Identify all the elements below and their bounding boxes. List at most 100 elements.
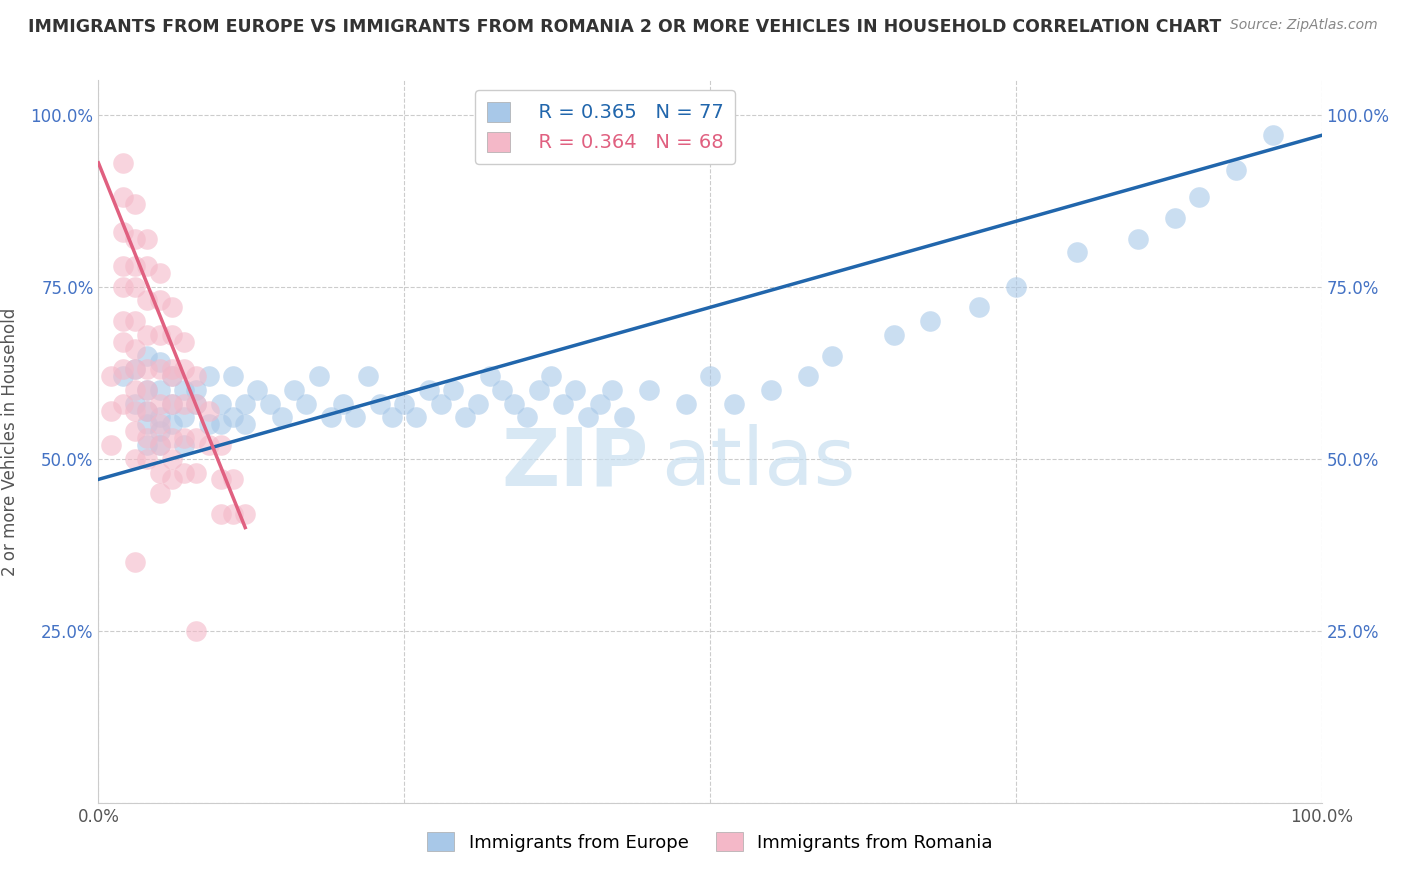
- Point: [209, 507, 232, 521]
- Point: [160, 369, 183, 384]
- Point: [1066, 245, 1088, 260]
- Point: [124, 362, 146, 376]
- Point: [186, 369, 208, 384]
- Point: [111, 334, 134, 349]
- Point: [160, 301, 183, 315]
- Point: [136, 383, 159, 397]
- Point: [111, 362, 134, 376]
- Point: [1004, 279, 1026, 293]
- Point: [209, 397, 232, 411]
- Text: IMMIGRANTS FROM EUROPE VS IMMIGRANTS FROM ROMANIA 2 OR MORE VEHICLES IN HOUSEHOL: IMMIGRANTS FROM EUROPE VS IMMIGRANTS FRO…: [28, 18, 1222, 36]
- Point: [368, 397, 391, 411]
- Point: [173, 334, 195, 349]
- Point: [111, 190, 134, 204]
- Point: [149, 362, 172, 376]
- Point: [124, 424, 146, 438]
- Point: [160, 362, 183, 376]
- Point: [186, 383, 208, 397]
- Y-axis label: 2 or more Vehicles in Household: 2 or more Vehicles in Household: [1, 308, 20, 575]
- Point: [160, 397, 183, 411]
- Point: [149, 438, 172, 452]
- Point: [136, 349, 159, 363]
- Point: [160, 451, 183, 466]
- Point: [149, 438, 172, 452]
- Point: [405, 410, 427, 425]
- Point: [503, 397, 526, 411]
- Point: [111, 259, 134, 273]
- Point: [467, 397, 489, 411]
- Point: [149, 266, 172, 280]
- Point: [186, 397, 208, 411]
- Point: [527, 383, 550, 397]
- Point: [637, 383, 661, 397]
- Point: [111, 156, 134, 170]
- Point: [160, 472, 183, 486]
- Point: [699, 369, 721, 384]
- Point: [392, 397, 416, 411]
- Point: [186, 397, 208, 411]
- Point: [1225, 162, 1247, 177]
- Point: [160, 327, 183, 342]
- Point: [124, 555, 146, 569]
- Point: [381, 410, 404, 425]
- Point: [124, 362, 146, 376]
- Point: [233, 417, 256, 432]
- Point: [553, 397, 575, 411]
- Point: [160, 417, 183, 432]
- Point: [259, 397, 281, 411]
- Point: [124, 451, 146, 466]
- Point: [222, 369, 245, 384]
- Point: [124, 259, 146, 273]
- Point: [197, 417, 219, 432]
- Point: [233, 397, 256, 411]
- Point: [613, 410, 636, 425]
- Point: [111, 225, 134, 239]
- Point: [418, 383, 440, 397]
- Point: [576, 410, 599, 425]
- Point: [295, 397, 318, 411]
- Point: [967, 301, 990, 315]
- Point: [136, 327, 159, 342]
- Point: [149, 355, 172, 369]
- Point: [761, 383, 783, 397]
- Point: [344, 410, 367, 425]
- Point: [173, 431, 195, 445]
- Point: [222, 472, 245, 486]
- Point: [797, 369, 820, 384]
- Point: [430, 397, 453, 411]
- Point: [319, 410, 342, 425]
- Point: [124, 342, 146, 356]
- Point: [100, 403, 122, 417]
- Point: [149, 410, 172, 425]
- Point: [186, 466, 208, 480]
- Point: [124, 279, 146, 293]
- Point: [136, 362, 159, 376]
- Point: [209, 438, 232, 452]
- Legend: Immigrants from Europe, Immigrants from Romania: Immigrants from Europe, Immigrants from …: [420, 825, 1000, 859]
- Point: [149, 424, 172, 438]
- Point: [233, 507, 256, 521]
- Point: [149, 417, 172, 432]
- Point: [173, 397, 195, 411]
- Point: [173, 466, 195, 480]
- Point: [222, 410, 245, 425]
- Point: [209, 472, 232, 486]
- Point: [111, 314, 134, 328]
- Point: [270, 410, 294, 425]
- Point: [723, 397, 745, 411]
- Point: [136, 431, 159, 445]
- Point: [149, 466, 172, 480]
- Point: [209, 417, 232, 432]
- Point: [136, 403, 159, 417]
- Point: [883, 327, 905, 342]
- Point: [197, 369, 219, 384]
- Point: [454, 410, 477, 425]
- Point: [149, 383, 172, 397]
- Point: [478, 369, 501, 384]
- Point: [540, 369, 562, 384]
- Point: [124, 197, 146, 211]
- Point: [149, 486, 172, 500]
- Point: [124, 403, 146, 417]
- Point: [111, 279, 134, 293]
- Point: [173, 438, 195, 452]
